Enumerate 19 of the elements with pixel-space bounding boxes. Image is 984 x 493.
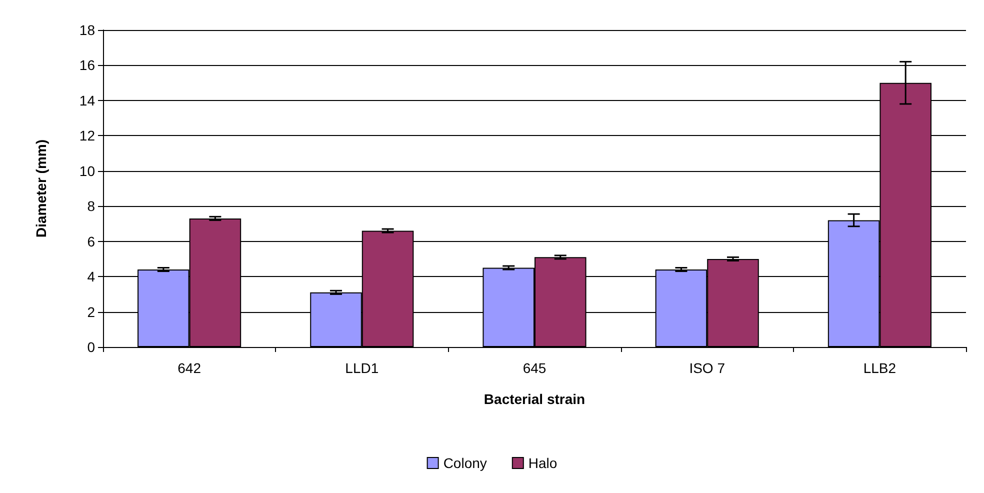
legend-label: Colony [443,455,487,471]
y-tick-label: 12 [79,128,96,144]
x-tick-label: 645 [522,360,546,376]
y-tick-label: 2 [87,304,96,320]
x-tick-label: ISO 7 [689,360,726,376]
y-tick-label: 10 [79,162,96,179]
y-tick-label: 4 [87,268,96,285]
x-tick-label: LLB2 [863,360,896,376]
y-tick-label: 0 [87,339,96,355]
y-tick-label: 16 [79,57,96,74]
x-tick-label: LLD1 [345,360,379,376]
y-tick-label: 6 [87,233,96,250]
y-tick-label: 14 [79,92,96,108]
y-tick-label: 8 [87,198,96,214]
legend-label: Halo [528,455,558,471]
y-axis-title: Diameter (mm) [33,139,49,238]
x-tick-label: 642 [178,360,202,376]
y-tick-label: 18 [79,22,96,38]
x-axis-title: Bacterial strain [484,391,586,407]
